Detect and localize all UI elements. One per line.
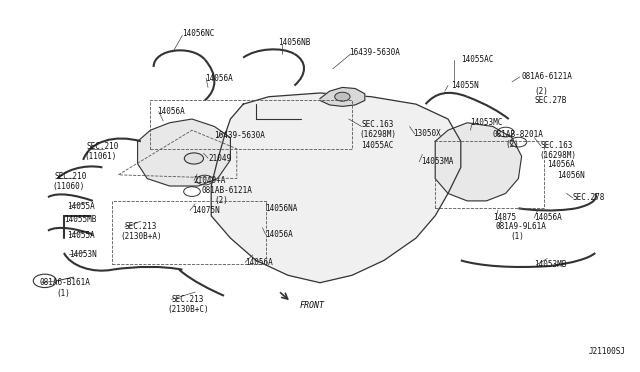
Text: 14056NC: 14056NC [182,29,215,38]
Text: 14055AC: 14055AC [362,141,394,150]
Text: 14075N: 14075N [192,206,220,215]
Text: (2130B+C): (2130B+C) [168,305,209,314]
Text: 14053MB: 14053MB [534,260,567,269]
Polygon shape [138,119,230,186]
Text: 14056NB: 14056NB [278,38,311,47]
Text: 21049: 21049 [208,154,231,163]
Text: 081A9-9L61A: 081A9-9L61A [496,222,547,231]
Text: 14053N: 14053N [69,250,97,259]
Text: SEC.210: SEC.210 [54,172,87,181]
Circle shape [184,153,204,164]
Text: (16298M): (16298M) [540,151,577,160]
Text: 14055A: 14055A [67,202,95,211]
Text: FRONT: FRONT [300,301,324,310]
Text: 14056A: 14056A [534,213,562,222]
Text: SEC.163: SEC.163 [362,120,394,129]
Text: 14056A: 14056A [205,74,232,83]
Polygon shape [211,93,461,283]
Text: (11061): (11061) [84,153,117,161]
Text: SEC.278: SEC.278 [573,193,605,202]
Text: (2): (2) [214,196,228,205]
Text: 081AB-6121A: 081AB-6121A [202,186,252,195]
Text: 14055AC: 14055AC [461,55,493,64]
Text: (2130B+A): (2130B+A) [120,232,162,241]
Text: 14053MC: 14053MC [470,118,503,127]
Text: 081A6-B161A: 081A6-B161A [40,278,90,287]
Text: (11060): (11060) [52,182,85,191]
Text: (2): (2) [534,87,548,96]
Text: (16298M): (16298M) [360,130,397,139]
Text: 14056N: 14056N [557,171,584,180]
Text: 14055MB: 14055MB [64,215,97,224]
Text: 14056A: 14056A [245,258,273,267]
Text: 21049+A: 21049+A [193,176,226,185]
Text: 16439-5630A: 16439-5630A [349,48,399,57]
Text: (2): (2) [506,140,520,149]
Text: 081A6-6121A: 081A6-6121A [522,72,572,81]
Polygon shape [435,123,522,201]
Text: 081AB-8201A: 081AB-8201A [493,130,543,139]
Text: J21100SJ: J21100SJ [589,347,626,356]
Text: (1): (1) [511,232,525,241]
Text: SEC.27B: SEC.27B [534,96,567,105]
Text: 14055N: 14055N [451,81,479,90]
Text: 14056A: 14056A [266,230,293,239]
Text: 14056A: 14056A [547,160,575,169]
Text: 14056NA: 14056NA [266,204,298,213]
Polygon shape [320,87,365,106]
Text: 14053MA: 14053MA [421,157,454,166]
Text: SEC.213: SEC.213 [172,295,204,304]
Text: SEC.213: SEC.213 [125,222,157,231]
Text: 16439-5630A: 16439-5630A [214,131,265,140]
Text: 14056A: 14056A [157,107,184,116]
Text: SEC.163: SEC.163 [541,141,573,150]
Text: SEC.210: SEC.210 [86,142,119,151]
Text: 13050X: 13050X [413,129,440,138]
Text: 14875: 14875 [493,213,516,222]
Text: 14055A: 14055A [67,231,95,240]
Text: (1): (1) [56,289,70,298]
Circle shape [335,92,350,101]
